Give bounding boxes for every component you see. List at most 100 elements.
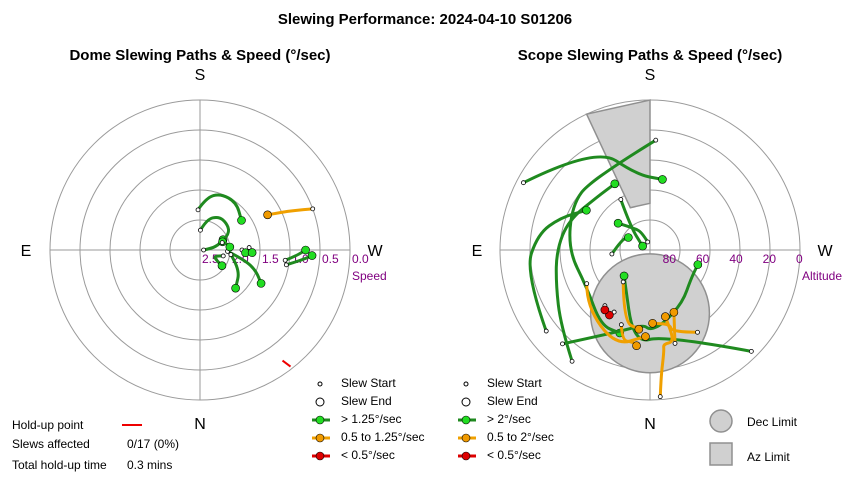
dome-slew-end-point — [231, 283, 240, 293]
dome-slew-path — [283, 248, 308, 262]
legend-medium-marker — [315, 433, 325, 443]
dome-slew-start-point — [198, 227, 203, 233]
legend-slow-marker — [315, 451, 325, 461]
slews-affected-value: 0/17 (0%) — [127, 437, 179, 451]
scope-slew-path — [528, 208, 588, 333]
dome-compass-right: W — [367, 243, 383, 260]
dome-holdup-point — [281, 359, 292, 368]
scope-slew-start-point — [584, 281, 590, 287]
scope-slew-end-point — [632, 341, 641, 351]
chart-title: Slewing Performance: 2024-04-10 S01206 — [278, 11, 572, 28]
legend-slow-marker — [461, 451, 471, 461]
dome-tick-label: 1.5 — [262, 252, 279, 266]
scope-slew-path — [672, 310, 677, 345]
scope-slew-paths — [521, 137, 754, 400]
dome-slew-paths — [195, 193, 317, 368]
scope-slew-end-point — [661, 312, 670, 321]
slews-affected-label: Slews affected — [12, 437, 90, 451]
dome-slew-path — [266, 207, 315, 217]
scope-slew-start-point — [569, 358, 575, 364]
dome-slew-end-point — [301, 245, 310, 255]
scope-compass-bottom: N — [644, 416, 656, 433]
scope-slew-end-point — [658, 175, 667, 184]
dome-slew-path — [198, 216, 231, 244]
scope-slew-start-point — [657, 394, 663, 400]
dome-slew-start-point — [310, 206, 316, 212]
legend-fast-marker — [461, 415, 471, 425]
holdup-point-label: Hold-up point — [12, 418, 84, 432]
scope-legend-fast: > 2°/sec — [487, 412, 531, 426]
scope-compass-top: S — [645, 67, 656, 84]
scope-slew-path — [658, 315, 674, 399]
scope-compass-right: W — [817, 243, 833, 260]
dome-slew-end-point — [217, 261, 227, 270]
scope-slew-path — [561, 263, 700, 346]
scope-radial-ticks: 80 60 40 20 0 — [663, 252, 803, 266]
scope-slew-end-point — [638, 241, 647, 251]
scope-limit-regions — [585, 99, 711, 374]
dome-slew-start-point — [283, 262, 289, 268]
scope-legend-slow: < 0.5°/sec — [487, 448, 541, 462]
legend-fast-marker — [315, 415, 325, 425]
dome-slew-start-point — [219, 240, 225, 246]
dome-slew-path — [196, 193, 243, 222]
scope-subtitle: Scope Slewing Paths & Speed (°/sec) — [518, 47, 782, 64]
scope-slew-path — [616, 221, 650, 244]
scope-slew-start-point — [609, 251, 615, 257]
dome-slew-end-point — [263, 210, 272, 220]
scope-tick-label: 40 — [729, 252, 743, 266]
scope-slew-start-point — [618, 197, 624, 202]
legend-slew-start-marker — [317, 381, 323, 387]
scope-slew-path — [568, 138, 658, 335]
scope-slew-path — [554, 182, 617, 363]
scope-slew-path — [619, 198, 645, 248]
limits-legend: Dec Limit Az Limit — [709, 409, 798, 466]
dome-legend-medium: 0.5 to 1.25°/sec — [341, 430, 425, 444]
scope-slew-end-point — [600, 305, 610, 315]
scope-legend-end: Slew End — [487, 394, 538, 408]
dome-slew-end-point — [307, 251, 317, 260]
scope-slew-start-point — [618, 322, 624, 328]
holdup-time-label: Total hold-up time — [12, 458, 107, 472]
legend-slew-end-marker — [461, 397, 471, 407]
legend-slew-start-marker — [463, 381, 469, 387]
dome-legend-start: Slew Start — [341, 376, 396, 390]
scope-slew-path — [521, 155, 664, 185]
holdup-time-value: 0.3 mins — [127, 458, 172, 472]
dome-slew-start-point — [220, 253, 226, 259]
dec-limit-swatch — [709, 409, 733, 433]
scope-slew-end-point — [610, 179, 620, 189]
dome-compass-left: E — [21, 243, 32, 260]
scope-slew-start-point — [645, 239, 651, 245]
scope-tick-label: 20 — [763, 252, 777, 266]
dome-slew-end-point — [247, 248, 257, 257]
scope-slew-end-point — [669, 307, 679, 317]
scope-slew-path — [585, 282, 647, 344]
dome-slew-start-point — [282, 257, 288, 263]
dome-subtitle: Dome Slewing Paths & Speed (°/sec) — [69, 47, 330, 64]
scope-legend-medium: 0.5 to 2°/sec — [487, 430, 554, 444]
dome-compass-bottom: N — [194, 416, 206, 433]
dome-slew-path — [226, 249, 263, 285]
scope-slew-end-point — [641, 332, 650, 341]
az-limit-label: Az Limit — [747, 450, 790, 464]
scope-slew-path — [651, 321, 699, 334]
scope-legend-start: Slew Start — [487, 376, 542, 390]
legend-medium-marker — [461, 433, 471, 443]
dome-slew-start-point — [201, 247, 207, 253]
scope-compass-left: E — [472, 243, 483, 260]
dome-legend: Slew Start Slew End > 1.25°/sec 0.5 to 1… — [312, 376, 425, 462]
dome-tick-label: 0.0 — [352, 252, 369, 266]
scope-slew-start-point — [543, 328, 549, 334]
dome-legend-slow: < 0.5°/sec — [341, 448, 395, 462]
scope-slew-start-point — [653, 137, 659, 143]
scope-slew-end-point — [624, 233, 633, 242]
scope-slew-path — [621, 280, 641, 331]
az-limit-region — [585, 99, 651, 209]
dome-slew-path — [229, 253, 240, 290]
scope-slew-end-point — [693, 260, 703, 269]
dome-slew-path — [284, 254, 314, 267]
scope-legend: Slew Start Slew End > 2°/sec 0.5 to 2°/s… — [458, 376, 554, 462]
